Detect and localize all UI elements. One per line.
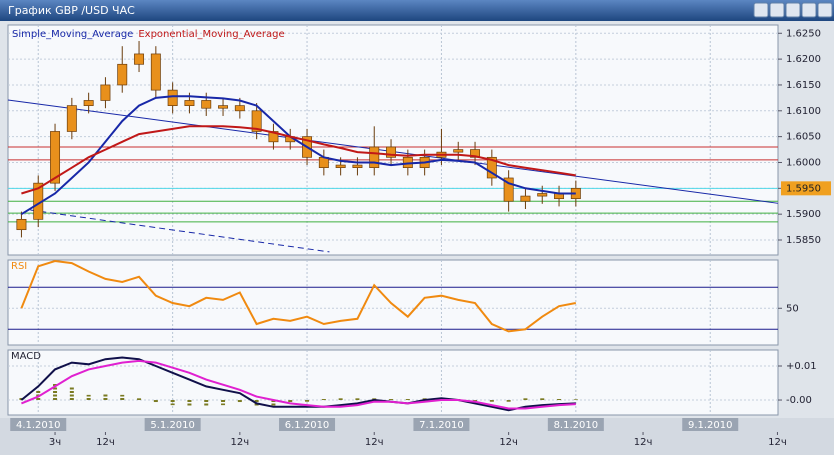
date-tick-box <box>144 418 201 431</box>
candle-body <box>352 164 363 169</box>
date-tick-box <box>547 418 604 431</box>
panel-title: MACD <box>11 351 41 362</box>
candle-body <box>386 146 397 158</box>
y-tick-label: +0.01 <box>786 361 817 372</box>
candle-body <box>234 105 245 112</box>
button-minimize[interactable] <box>785 2 801 18</box>
trendline <box>30 209 330 253</box>
button-help[interactable] <box>753 2 769 18</box>
y-tick-label: 1.6150 <box>786 80 821 91</box>
panel <box>7 259 779 346</box>
series-line <box>21 125 576 195</box>
last-price-box <box>781 181 831 196</box>
x-tick-label: 4.1.2010 <box>16 420 61 431</box>
candle-body <box>201 100 212 109</box>
candle-body <box>251 110 262 132</box>
button-close[interactable] <box>817 2 833 18</box>
date-tick-box <box>413 418 470 431</box>
candle-body <box>453 149 464 153</box>
candle-body <box>335 164 346 169</box>
candle-body <box>83 100 94 106</box>
candle-body <box>150 53 161 91</box>
legend-entry: Simple_Moving_Average <box>12 29 133 40</box>
button-maximize[interactable] <box>801 2 817 18</box>
candle-body <box>134 53 145 65</box>
candle-body <box>537 193 548 197</box>
x-tick-label: 6.1.2010 <box>285 420 330 431</box>
date-tick-box <box>682 418 739 431</box>
x-tick-label: 12ч <box>365 437 384 448</box>
y-tick-label: 1.5900 <box>786 209 821 220</box>
date-tick-box <box>10 418 67 431</box>
last-price-label: 1.5950 <box>786 183 821 194</box>
y-tick-label: -0.00 <box>786 395 812 406</box>
candle-body <box>486 156 497 179</box>
x-tick-label: 12ч <box>634 437 653 448</box>
button-pin[interactable] <box>769 2 785 18</box>
candle-body <box>100 84 111 101</box>
x-tick-label: 9.1.2010 <box>688 420 733 431</box>
title-bar <box>0 0 834 21</box>
panel <box>7 349 779 416</box>
x-tick-label: 12ч <box>96 437 115 448</box>
panel-title: RSI <box>11 261 27 272</box>
candle-body <box>520 195 531 202</box>
candle-body <box>50 131 61 184</box>
window-title: График GBP /USD ЧАС <box>8 4 135 17</box>
y-tick-label: 1.6250 <box>786 28 821 39</box>
x-tick-label: 8.1.2010 <box>554 420 599 431</box>
date-tick-box <box>279 418 336 431</box>
candle-body <box>184 100 195 106</box>
candle-body <box>268 131 279 143</box>
x-tick-label: 12ч <box>499 437 518 448</box>
x-tick-label: 12ч <box>768 437 787 448</box>
series-line <box>20 259 576 333</box>
candle-body <box>369 146 380 169</box>
y-tick-label: 1.6200 <box>786 54 821 65</box>
x-tick-label: 12ч <box>231 437 250 448</box>
candle-body <box>117 63 128 86</box>
series-line <box>21 359 576 410</box>
candle-body <box>218 105 229 109</box>
candle-body <box>503 177 514 202</box>
series-line <box>20 95 576 216</box>
x-tick-label: 5.1.2010 <box>150 420 195 431</box>
y-tick-label: 1.6000 <box>786 157 821 168</box>
legend-entry: Exponential_Moving_Average <box>138 29 284 40</box>
series-line <box>20 356 576 412</box>
y-tick-label: 1.6050 <box>786 132 821 143</box>
x-tick-label: 7.1.2010 <box>419 420 464 431</box>
x-tick-label: 3ч <box>49 437 61 448</box>
y-tick-label: 50 <box>786 303 799 314</box>
candle-body <box>167 89 178 106</box>
y-tick-label: 1.5850 <box>786 235 821 246</box>
window-buttons[interactable] <box>753 2 833 18</box>
candle-body <box>16 218 27 231</box>
candle-body <box>66 105 77 132</box>
y-tick-label: 1.6100 <box>786 106 821 117</box>
